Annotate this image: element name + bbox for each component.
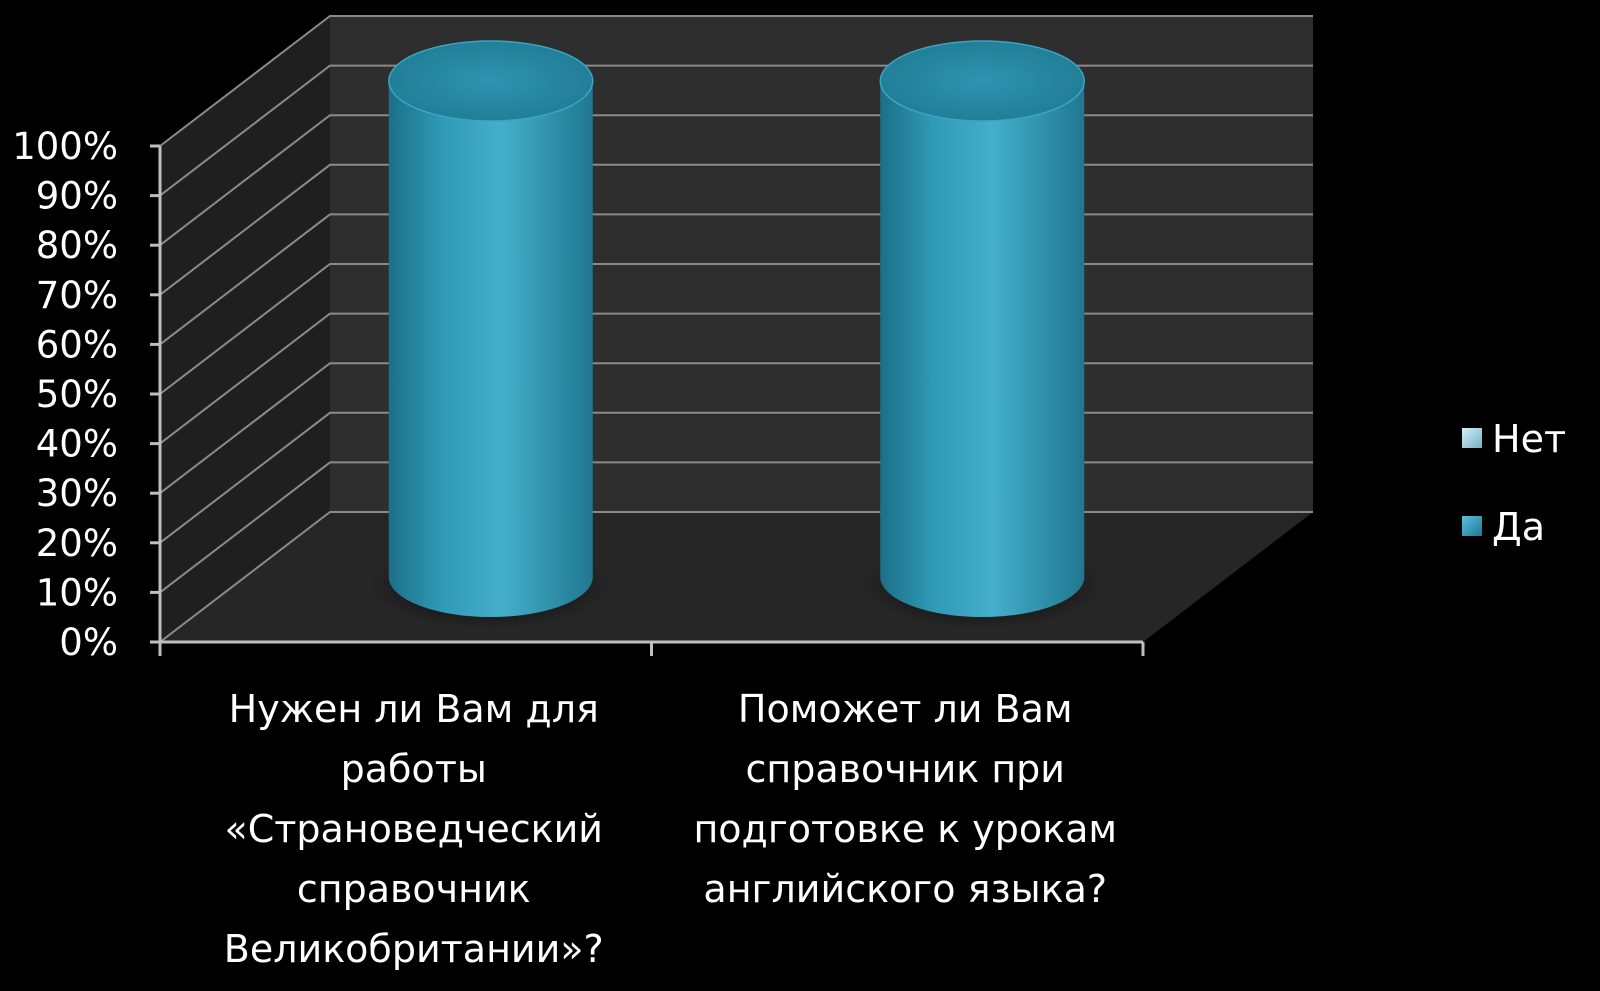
y-tick-label: 80%	[36, 224, 118, 267]
bar-top-cap	[879, 40, 1085, 122]
category-label-line: Великобритании»?	[224, 927, 604, 971]
legend: Нет Да	[1462, 417, 1566, 549]
y-tick-label: 0%	[59, 621, 118, 664]
category-label-line: «Страноведческий	[224, 807, 603, 851]
category-label-line: подготовке к урокам	[693, 807, 1117, 851]
category-label-line: справочник при	[746, 747, 1065, 791]
category-label-line: справочник	[297, 867, 531, 911]
y-tick-label: 20%	[36, 522, 118, 565]
y-tick-label: 70%	[36, 274, 118, 317]
category-label-line: английского языка?	[703, 867, 1107, 911]
bars	[370, 40, 1103, 629]
y-tick-label: 90%	[36, 175, 118, 218]
y-tick-label: 10%	[36, 571, 118, 614]
y-tick-label: 60%	[36, 323, 118, 366]
gridline	[159, 15, 1313, 147]
y-tick-label: 100%	[12, 125, 118, 168]
y-tick-labels: 0% 10% 20% 30% 40% 50% 60% 70% 80% 90% 100%	[12, 125, 160, 664]
bar-da-1	[388, 40, 594, 617]
bar-top-cap	[388, 40, 594, 122]
legend-label-net: Нет	[1492, 417, 1566, 461]
legend-label-da: Да	[1492, 505, 1545, 549]
category-label-line: Нужен ли Вам для	[229, 687, 599, 731]
y-tick-label: 50%	[36, 373, 118, 416]
category-label-line: работы	[341, 747, 487, 791]
legend-swatch-da	[1462, 516, 1482, 536]
bar-da-2	[879, 40, 1085, 617]
y-tick-label: 30%	[36, 472, 118, 515]
y-tick-label: 40%	[36, 423, 118, 466]
bar-body	[388, 81, 593, 617]
legend-swatch-net	[1462, 428, 1482, 448]
chart-floor	[160, 512, 1313, 642]
category-label-line: Поможет ли Вам	[738, 687, 1073, 731]
category-labels: Нужен ли Вам для работы «Страноведческий сп…	[224, 687, 1117, 971]
bar-body	[880, 81, 1085, 617]
